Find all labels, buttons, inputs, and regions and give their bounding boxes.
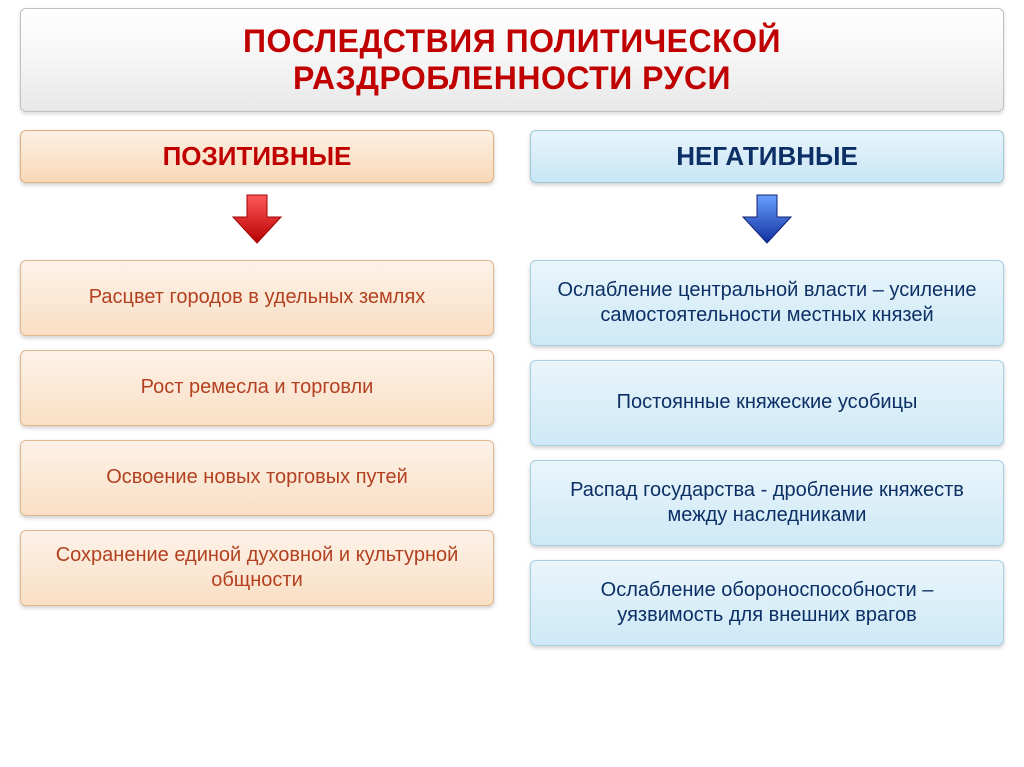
- positive-column: ПОЗИТИВНЫЕ Расцвет городов в удельных зе…: [20, 130, 494, 660]
- negative-item-1: Ослабление центральной власти – усиление…: [530, 260, 1004, 346]
- negative-column: НЕГАТИВНЫЕ Ослабление центральной власти…: [530, 130, 1004, 660]
- positive-item-4: Сохранение единой духовной и культурной …: [20, 530, 494, 606]
- positive-header: ПОЗИТИВНЫЕ: [20, 130, 494, 183]
- down-arrow-red-icon: [229, 193, 285, 250]
- title-line-2: РАЗДРОБЛЕННОСТИ РУСИ: [41, 60, 983, 97]
- positive-item-3: Освоение новых торговых путей: [20, 440, 494, 516]
- negative-item-2: Постоянные княжеские усобицы: [530, 360, 1004, 446]
- title-line-1: ПОСЛЕДСТВИЯ ПОЛИТИЧЕСКОЙ: [41, 23, 983, 60]
- positive-item-1: Расцвет городов в удельных землях: [20, 260, 494, 336]
- down-arrow-blue-icon: [739, 193, 795, 250]
- negative-header: НЕГАТИВНЫЕ: [530, 130, 1004, 183]
- positive-item-2: Рост ремесла и торговли: [20, 350, 494, 426]
- title-panel: ПОСЛЕДСТВИЯ ПОЛИТИЧЕСКОЙ РАЗДРОБЛЕННОСТИ…: [20, 8, 1004, 112]
- negative-item-4: Ослабление обороноспособности – уязвимос…: [530, 560, 1004, 646]
- columns-container: ПОЗИТИВНЫЕ Расцвет городов в удельных зе…: [20, 130, 1004, 660]
- negative-item-3: Распад государства - дробление княжеств …: [530, 460, 1004, 546]
